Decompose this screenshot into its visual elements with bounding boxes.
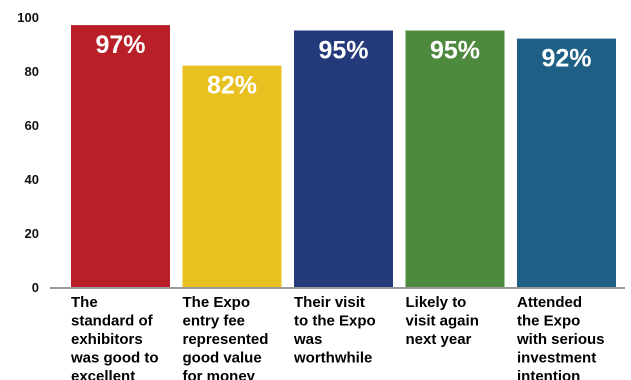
data-label: 82%: [207, 72, 257, 100]
category-labels: The standard of exhibitors was good to excel…: [70, 294, 605, 380]
category-label-line: Likely to: [406, 294, 467, 311]
category-label-line: The Expo: [183, 294, 251, 311]
category-label-line: Their visit: [294, 294, 365, 311]
data-label: 92%: [541, 45, 591, 73]
category-label-line: visit again: [406, 313, 479, 330]
category-label-line: The: [71, 294, 98, 311]
category-label-line: for money: [183, 368, 256, 380]
category-label: The Expo entry fee represented good value fo…: [183, 294, 269, 380]
category-label: Their visit to the Expo was worthwhile: [293, 294, 376, 367]
category-label-line: exhibitors: [71, 331, 143, 348]
category-label: The standard of exhibitors was good to excel…: [70, 294, 159, 380]
bar: [405, 30, 505, 287]
bar: [294, 30, 393, 287]
category-label: Likely to visit again next year: [406, 294, 479, 348]
category-label-line: was: [293, 331, 322, 348]
category-label-line: Attended: [517, 294, 582, 311]
category-label-line: entry fee: [183, 313, 246, 330]
bars: [71, 25, 616, 287]
bar: [182, 65, 282, 287]
y-tick-label: 40: [25, 172, 39, 187]
data-labels: 97% 82% 95% 95% 92%: [95, 31, 591, 100]
y-tick-label: 80: [25, 64, 39, 79]
y-tick-label: 60: [25, 118, 39, 133]
y-tick-label: 20: [25, 226, 39, 241]
category-label-line: intention: [517, 368, 580, 380]
data-label: 95%: [318, 37, 368, 65]
data-label: 95%: [430, 37, 480, 65]
category-label-line: with serious: [516, 331, 605, 348]
category-label-line: good value: [183, 350, 262, 367]
category-label-line: next year: [406, 331, 472, 348]
category-label-line: was good to: [70, 350, 159, 367]
category-label-line: to the Expo: [294, 313, 376, 330]
category-label: Attended the Expo with serious investment in…: [516, 294, 605, 380]
category-label-line: represented: [183, 331, 269, 348]
category-label-line: excellent: [71, 368, 135, 380]
y-tick-label: 0: [32, 280, 39, 295]
y-axis-ticks: 0 20 40 60 80 100: [17, 10, 39, 295]
category-label-line: the Expo: [517, 313, 580, 330]
category-label-line: worthwhile: [293, 350, 372, 367]
bar: [517, 38, 616, 287]
bar: [71, 25, 170, 287]
category-label-line: investment: [517, 350, 596, 367]
y-tick-label: 100: [17, 10, 39, 25]
category-label-line: standard of: [71, 313, 154, 330]
data-label: 97%: [95, 31, 145, 59]
